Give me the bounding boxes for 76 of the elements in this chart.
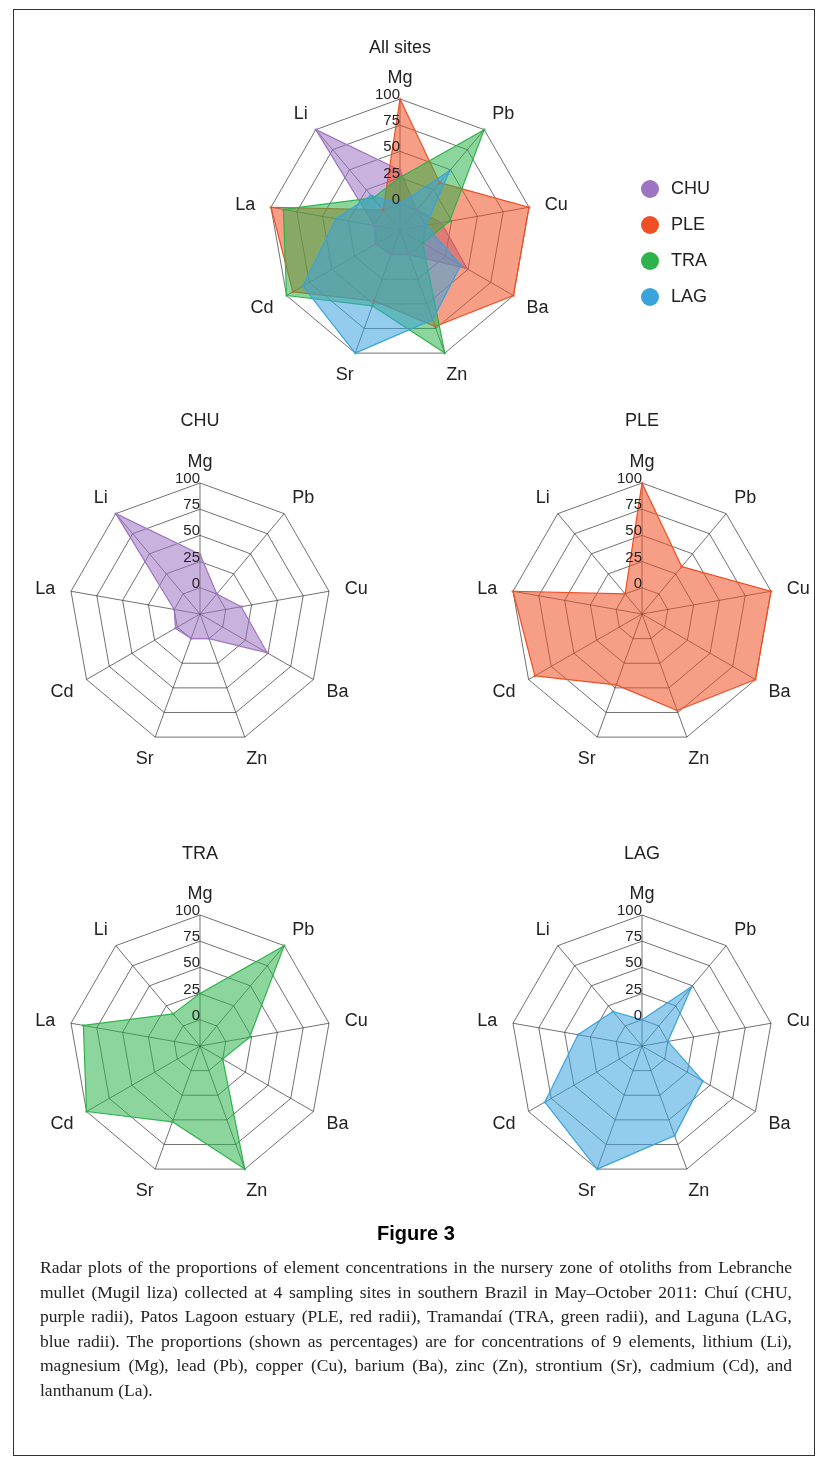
spoke-label: La bbox=[477, 577, 499, 598]
spoke-label: Cd bbox=[492, 680, 516, 701]
spoke-label: Mg bbox=[387, 67, 413, 88]
chart-title: All sites bbox=[368, 36, 432, 59]
spoke-label: Cd bbox=[50, 680, 74, 701]
spoke-label: Cu bbox=[786, 577, 810, 598]
spoke-label: Ba bbox=[326, 680, 350, 701]
spoke-label: La bbox=[235, 193, 257, 214]
spoke-label: Sr bbox=[135, 1180, 154, 1201]
chart-title: LAG bbox=[623, 842, 661, 865]
y-tick-label: 75 bbox=[183, 927, 200, 945]
spoke-label: Ba bbox=[526, 296, 550, 317]
y-tick-label: 0 bbox=[191, 1005, 200, 1023]
spoke-label: Mg bbox=[187, 451, 213, 472]
y-tick-label: 25 bbox=[183, 979, 200, 997]
spoke-label: Ba bbox=[768, 680, 792, 701]
spoke-label: Sr bbox=[577, 1180, 596, 1201]
spoke-label: Li bbox=[93, 919, 108, 940]
y-tick-label: 100 bbox=[174, 901, 200, 918]
chart-title: CHU bbox=[179, 409, 221, 432]
spoke-label: Zn bbox=[688, 1180, 710, 1201]
spoke-label: Ba bbox=[768, 1112, 792, 1133]
spoke-label: Pb bbox=[292, 919, 315, 940]
y-tick-label: 25 bbox=[183, 547, 200, 565]
spoke-label: Sr bbox=[577, 748, 596, 769]
spoke-label: Cu bbox=[344, 577, 368, 598]
spoke-label: Zn bbox=[446, 364, 468, 385]
spoke-label: La bbox=[35, 577, 57, 598]
spoke-label: Sr bbox=[135, 748, 154, 769]
y-tick-label: 100 bbox=[174, 469, 200, 486]
spoke-label: La bbox=[35, 1009, 57, 1030]
spoke-label: Cu bbox=[786, 1009, 810, 1030]
spoke-label: Mg bbox=[629, 451, 655, 472]
legend-label: PLE bbox=[671, 214, 706, 234]
spoke-label: Mg bbox=[187, 883, 213, 904]
chart-title: PLE bbox=[624, 409, 660, 432]
spoke-label: Li bbox=[535, 919, 550, 940]
spoke-label: Pb bbox=[292, 487, 315, 508]
y-tick-label: 50 bbox=[183, 953, 200, 971]
y-tick-label: 50 bbox=[383, 137, 400, 155]
y-tick-label: 50 bbox=[183, 521, 200, 539]
spoke-label: Cd bbox=[492, 1112, 516, 1133]
y-tick-label: 75 bbox=[183, 495, 200, 513]
spoke-label: Cu bbox=[344, 1009, 368, 1030]
spoke-label: Cu bbox=[544, 193, 568, 214]
spoke-label: Mg bbox=[629, 883, 655, 904]
spoke-label: Zn bbox=[246, 1180, 268, 1201]
y-tick-label: 25 bbox=[383, 163, 400, 181]
y-tick-label: 50 bbox=[625, 521, 642, 539]
spoke-label: Pb bbox=[492, 103, 515, 124]
y-tick-label: 100 bbox=[374, 85, 400, 102]
spoke-label: La bbox=[477, 1009, 499, 1030]
spoke-label: Zn bbox=[246, 748, 268, 769]
spoke-label: Pb bbox=[734, 919, 757, 940]
spoke-label: Sr bbox=[335, 364, 354, 385]
spoke-label: Pb bbox=[734, 487, 757, 508]
spoke-label: Li bbox=[535, 487, 550, 508]
spoke-label: Cd bbox=[250, 296, 274, 317]
spoke-label: Li bbox=[293, 103, 308, 124]
y-tick-label: 50 bbox=[625, 953, 642, 971]
spoke-label: Zn bbox=[688, 748, 710, 769]
chart-title: TRA bbox=[181, 842, 219, 865]
spoke-label: Cd bbox=[50, 1112, 74, 1133]
y-tick-label: 100 bbox=[616, 469, 642, 486]
spoke-label: Ba bbox=[326, 1112, 350, 1133]
y-tick-label: 100 bbox=[616, 901, 642, 918]
y-tick-label: 25 bbox=[625, 979, 642, 997]
caption: Figure 3 bbox=[376, 1222, 456, 1245]
legend-label: LAG bbox=[671, 286, 708, 306]
legend-label: TRA bbox=[671, 250, 707, 270]
legend-label: CHU bbox=[671, 178, 710, 198]
text: Radar plots of the proportions of element concentrations in the nursery zone of otoliths from Lebranche mullet (Mugil liza) collected at 4 sampling sites in southern Brazil in May–October 2011: Chuí (CHU, purple radii), Patos Lagoon estuary (PLE, red radii), Tramandaí (TRA, green radii), and Laguna (LAG, blue radii). The proportions (shown as percentages) are for concentrations of 9 elements, lithium (Li), magnesium (Mg), lead (Pb), copper (Cu), barium (Ba), zinc (Zn), strontium (Sr), cadmium (Cd), and lanthanum (La). bbox=[40, 1256, 792, 1402]
spoke-label: Li bbox=[93, 487, 108, 508]
y-tick-label: 75 bbox=[625, 927, 642, 945]
y-tick-label: 0 bbox=[633, 573, 642, 591]
y-tick-label: 0 bbox=[191, 573, 200, 591]
